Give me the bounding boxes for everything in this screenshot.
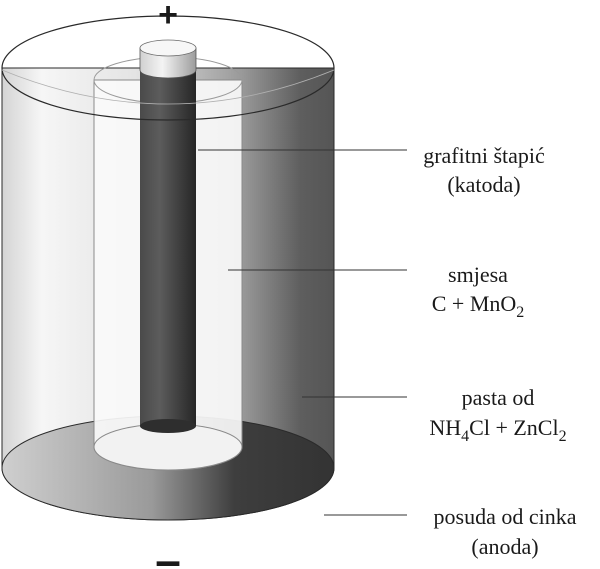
can-top-rim: [1, 15, 335, 121]
label-mixture-line2: C + MnO2: [432, 291, 525, 321]
paste-formula-part2: Cl + ZnCl: [469, 415, 558, 440]
paste-formula-sub1: 4: [461, 428, 469, 445]
mixture-formula-sub: 2: [516, 304, 524, 321]
label-cathode: grafitni štapić (katoda): [423, 143, 545, 197]
rod-cap: [139, 39, 197, 57]
label-anode-line1: posuda od cinka: [434, 504, 577, 529]
label-paste-line1: pasta od: [462, 385, 535, 410]
label-paste-line2: NH4Cl + ZnCl2: [429, 415, 566, 445]
label-mixture: smjesa C + MnO2: [432, 262, 525, 321]
label-anode-line2: (anoda): [471, 534, 538, 559]
label-paste: pasta od NH4Cl + ZnCl2: [429, 385, 566, 445]
mixture-formula-main: C + MnO: [432, 291, 517, 316]
positive-terminal: +: [158, 0, 178, 34]
negative-terminal: –: [155, 534, 181, 569]
graphite-rod: [139, 39, 197, 433]
label-cathode-line1: grafitni štapić: [423, 143, 545, 168]
label-cathode-line2: (katoda): [447, 172, 520, 197]
paste-formula-sub2: 2: [559, 428, 567, 445]
can-rim-front: [1, 69, 335, 105]
paste-formula-part1: NH: [429, 415, 461, 440]
label-mixture-line1: smjesa: [448, 262, 508, 287]
label-anode: posuda od cinka (anoda): [434, 504, 577, 559]
